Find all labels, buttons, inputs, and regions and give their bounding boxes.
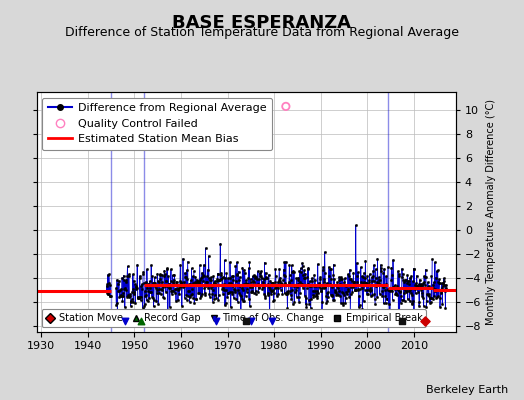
Point bbox=[212, 318, 220, 324]
Point bbox=[247, 318, 255, 324]
Point bbox=[121, 318, 129, 324]
Point bbox=[420, 318, 429, 324]
Y-axis label: Monthly Temperature Anomaly Difference (°C): Monthly Temperature Anomaly Difference (… bbox=[486, 99, 496, 325]
Text: Difference of Station Temperature Data from Regional Average: Difference of Station Temperature Data f… bbox=[65, 26, 459, 39]
Legend: Station Move, Record Gap, Time of Obs. Change, Empirical Break: Station Move, Record Gap, Time of Obs. C… bbox=[41, 309, 427, 327]
Text: BASE ESPERANZA: BASE ESPERANZA bbox=[172, 14, 352, 32]
Point bbox=[398, 318, 407, 324]
Point bbox=[282, 103, 290, 110]
Point bbox=[137, 318, 146, 324]
Point bbox=[268, 318, 276, 324]
Point bbox=[242, 318, 250, 324]
Text: Berkeley Earth: Berkeley Earth bbox=[426, 385, 508, 395]
